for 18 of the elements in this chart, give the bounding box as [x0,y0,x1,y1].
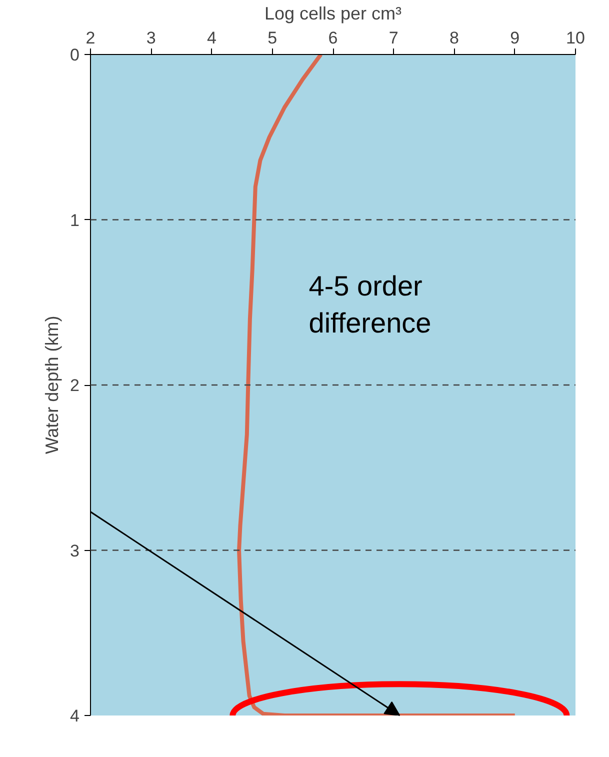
x-tick-label: 9 [510,28,520,48]
x-tick-label: 3 [146,28,156,48]
y-axis-title: Water depth (km) [42,316,62,454]
line-series [237,54,517,716]
y-tick-label: 0 [70,46,80,64]
y-tick-label: 4 [70,706,80,726]
x-tick-label: 4 [207,28,216,48]
x-tick-label: 6 [328,28,338,48]
x-axis-title: Log cells per cm³ [264,4,402,24]
x-tick-label: 5 [268,28,278,48]
x-tick-label: 7 [388,28,398,48]
y-tick-label: 1 [70,210,80,230]
y-tick-label: 2 [70,376,80,395]
annotation: 4-5 order difference [308,270,432,339]
y-tick-label: 3 [70,541,80,560]
x-tick-label: 10 [566,28,585,48]
x-tick-label: 8 [450,28,459,48]
x-tick-label: 2 [86,28,96,48]
